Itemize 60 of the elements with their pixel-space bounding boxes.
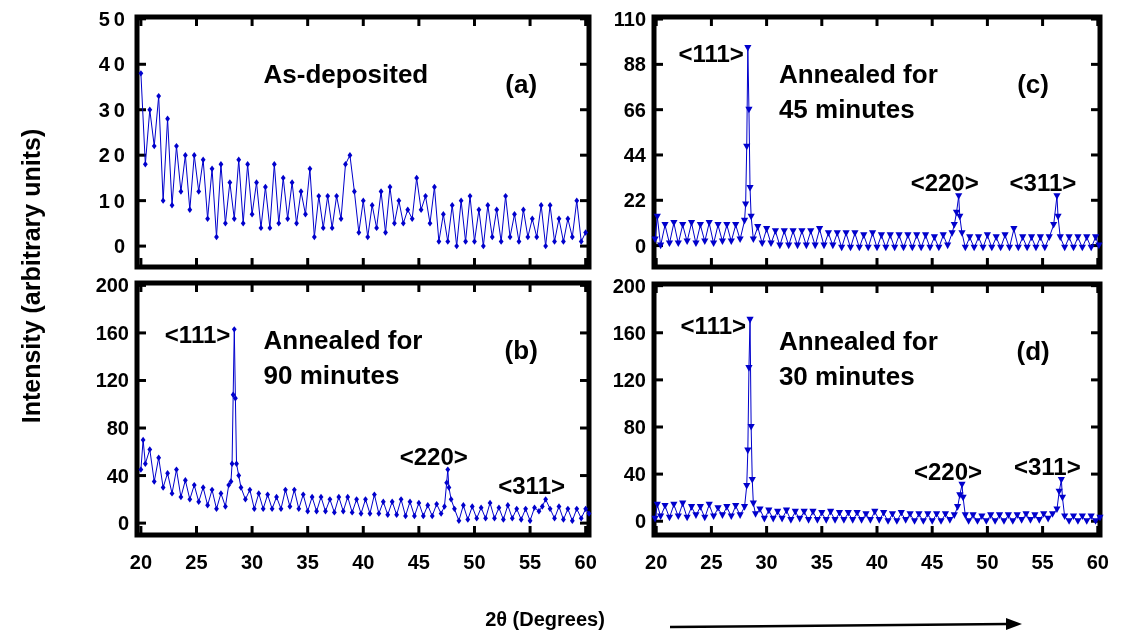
y-tick-label: 30 — [98, 98, 129, 121]
annotation: <111> — [164, 321, 231, 349]
x-tick-label: 40 — [865, 551, 889, 573]
x-axis-title: 2θ (Degrees) — [485, 608, 605, 630]
x-tick-label: 55 — [1031, 551, 1054, 573]
y-tick-label: 88 — [623, 53, 646, 76]
x-tick-label: 25 — [700, 551, 723, 573]
y-tick-label: 22 — [623, 189, 646, 212]
annotation: <311> — [1013, 452, 1081, 480]
x-tick-label: 25 — [185, 551, 208, 573]
y-tick-label: 200 — [612, 274, 646, 297]
y-tick-label: 120 — [95, 369, 129, 392]
y-tick-label: 40 — [98, 53, 129, 76]
y-tick-label: 66 — [623, 98, 646, 121]
y-tick-label: 44 — [623, 143, 647, 166]
x-tick-label: 30 — [755, 551, 778, 573]
y-axis-title: Intensity (arbitrary units) — [17, 128, 45, 424]
x-tick-label: 35 — [810, 551, 833, 573]
y-tick-label: 110 — [613, 8, 646, 31]
y-tick-label: 160 — [95, 321, 129, 344]
x-tick-label: 50 — [463, 551, 486, 573]
annotation: <311> — [1009, 169, 1077, 197]
annotation: <111> — [678, 39, 744, 67]
y-tick-label: 200 — [95, 274, 129, 297]
y-tick-label: 40 — [106, 464, 129, 487]
y-tick-label: 40 — [623, 463, 646, 486]
x-tick-label: 60 — [1086, 551, 1109, 573]
annotation: Annealed for 90 minutes — [263, 325, 423, 390]
y-tick-label: 20 — [98, 144, 129, 167]
x-tick-label: 40 — [352, 551, 375, 573]
annotation: Annealed for 45 minutes — [778, 59, 938, 124]
x-tick-label: 45 — [921, 551, 944, 573]
annotation: (b) — [504, 335, 538, 365]
y-tick-label: 120 — [612, 368, 646, 391]
y-tick-label: 80 — [623, 415, 646, 438]
x-tick-label: 30 — [240, 551, 264, 573]
x-tick-label: 50 — [976, 551, 999, 573]
y-tick-label: 10 — [98, 189, 129, 212]
y-tick-label: 50 — [98, 7, 129, 30]
x-tick-label: 60 — [574, 551, 597, 573]
x-tick-label: 55 — [518, 551, 542, 573]
annotation: (a) — [505, 69, 538, 99]
annotation: Annealed for 30 minutes — [778, 326, 938, 391]
y-tick-label: 0 — [634, 510, 646, 533]
x-tick-label: 35 — [296, 551, 319, 573]
annotation: <111> — [680, 311, 747, 339]
y-tick-label: 80 — [106, 417, 129, 440]
annotation: (d) — [1016, 336, 1050, 366]
annotation: <311> — [498, 472, 566, 500]
annotation: (c) — [1017, 69, 1049, 99]
annotation: <220> — [913, 457, 983, 485]
y-tick-label: 160 — [612, 321, 646, 344]
x-tick-label: 20 — [129, 551, 153, 573]
x-tick-label: 45 — [407, 551, 430, 573]
y-tick-label: 0 — [117, 512, 129, 535]
annotation: <220> — [910, 169, 979, 197]
y-tick-label: 0 — [634, 234, 646, 257]
annotation: <220> — [399, 442, 468, 470]
y-tick-label: 0 — [113, 235, 129, 258]
annotation: As-deposited — [263, 59, 429, 89]
